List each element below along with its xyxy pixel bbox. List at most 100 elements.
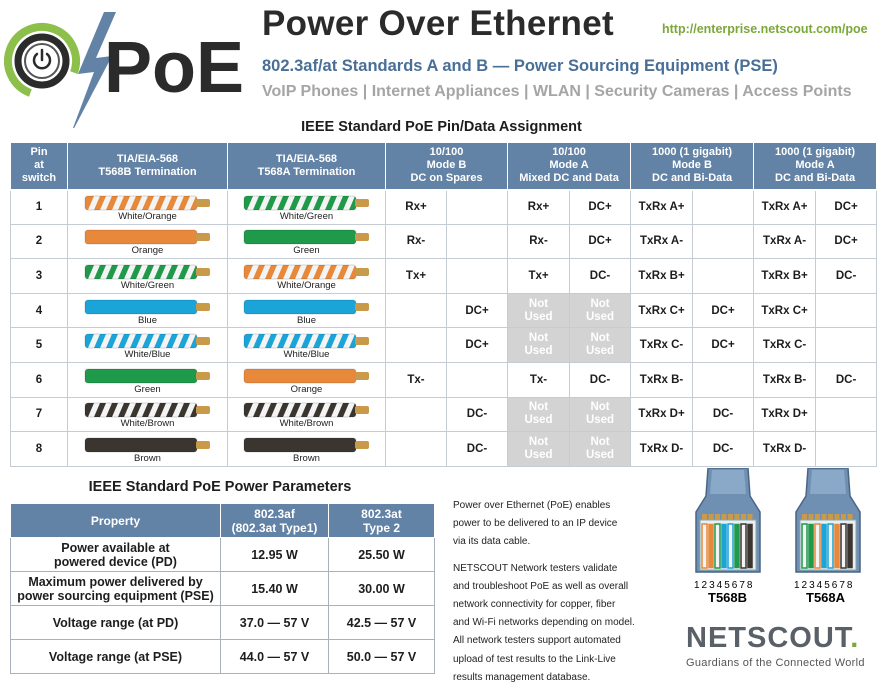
mode-b-100-data: Rx+ [385,189,447,225]
mode-b-100-data [385,327,447,363]
property-name: Voltage range (at PD) [10,605,221,640]
t568a-wire: Brown [227,431,386,467]
connector-label-t568a: T568A [806,590,846,605]
poe-logo: PoE [4,12,244,128]
not-used-cell: Not Used [507,396,571,433]
connector-pin [728,514,733,520]
connector-wire [840,523,847,569]
wire-label: Orange [290,383,323,395]
mode-b-1000-power [692,258,755,294]
table-row: 7 White/Brown White/Brown DC- Not Used Not Us… [10,396,878,433]
wire-icon [84,299,210,315]
description-text: Power over Ethernet (PoE) enables power t… [453,497,678,695]
wire-label: White/Blue [124,349,171,361]
property-name: Maximum power delivered by power sourcing… [10,571,221,606]
mode-b-1000-data: TxRx C+ [630,292,694,329]
mode-b-1000-data: TxRx D- [630,431,694,467]
connector-pin [802,514,807,520]
connector-pin [702,514,707,520]
mode-b-100-power [445,258,509,294]
mode-a-1000-power: DC- [815,258,878,294]
mode-a-1000-data: TxRx D+ [753,396,817,433]
connector-wire [740,523,747,569]
mode-b-1000-power [692,223,755,260]
mode-b-100-data: Rx- [385,223,447,260]
wire-icon [84,333,210,349]
value-802-3at: 30.00 W [328,571,435,606]
website-link[interactable]: http://enterprise.netscout.com/poe [662,22,868,36]
description-paragraph: NETSCOUT Network testers validate and tro… [453,562,635,683]
power-icon [32,48,52,70]
connector-wire [814,523,821,569]
wire-icon [243,195,369,211]
mode-a-1000-power [815,292,878,329]
wire-icon [84,437,210,453]
mode-b-1000-data: TxRx A- [630,223,694,260]
value-802-3af: 37.0 — 57 V [220,605,329,640]
not-used-cell: Not Used [507,327,571,363]
t568b-wire: Orange [67,223,228,260]
header-802-3af: 802.3af (802.3at Type1) [220,503,329,538]
mode-a-1000-power [815,396,878,433]
mode-a-1000-data: TxRx B- [753,361,817,398]
property-name: Voltage range (at PSE) [10,639,221,674]
not-used-cell: Not Used [569,431,632,467]
connector-wire [834,523,840,569]
table-row: Voltage range (at PSE) 44.0 — 57 V 50.0 … [10,639,435,674]
pin-number: 7 [10,396,68,433]
mode-b-100-power [445,189,509,225]
mode-b-100-data: Tx- [385,361,447,398]
t568b-wire: White/Blue [67,327,228,363]
t568a-wire: White/Green [227,189,386,225]
wire-label: White/Brown [279,418,334,430]
mode-b-100-data [385,292,447,329]
mode-a-100-data: Rx- [507,223,571,260]
pin-number: 4 [10,292,68,329]
rj45-connectors-diagram: 12345678 T568B 12345678 T568A [694,468,861,605]
value-802-3af: 44.0 — 57 V [220,639,329,674]
connector-label-t568b: T568B [708,590,747,605]
table-row: Maximum power delivered by power sourcing… [10,571,435,606]
table-row: 8 Brown Brown DC- Not Used Not Used TxRx D- DC-… [10,431,878,467]
t568a-wire: White/Blue [227,327,386,363]
connector-wire [734,523,740,569]
header-property: Property [10,503,221,538]
mode-a-100-power: DC+ [569,223,632,260]
t568a-wire: Blue [227,292,386,329]
table-row: Power available at powered device (PD) 12… [10,537,435,572]
mode-a-100-data: Tx- [507,361,571,398]
header-pin: Pin at switch [10,142,68,191]
brand-tagline: Guardians of the Connected World [686,657,865,669]
wire-icon [243,299,369,315]
wire-label: White/Green [279,211,334,223]
connector-wire [808,523,814,569]
t568b-wire: White/Orange [67,189,228,225]
table-row: 2 Orange Green Rx- Rx- DC+ TxRx A- TxRx A- DC+ [10,223,878,260]
not-used-cell: Not Used [507,431,571,467]
connector-pin [708,514,714,520]
t568b-wire: Brown [67,431,228,467]
wire-label: Green [293,245,320,257]
mode-b-1000-power: DC- [692,396,755,433]
connector-pin [741,514,746,520]
mode-b-1000-power: DC- [692,431,755,467]
mode-b-100-power: DC- [445,431,509,467]
connector-wire [747,523,753,569]
table-row: Voltage range (at PD) 37.0 — 57 V 42.5 —… [10,605,435,640]
mode-b-1000-power [692,189,755,225]
connector-pin [734,514,740,520]
connector-wire [721,523,727,569]
mode-b-100-power [445,223,509,260]
pin-number: 5 [10,327,68,363]
connector-pin [721,514,727,520]
mode-b-1000-power [692,361,755,398]
mode-b-100-data [385,396,447,433]
header-mode-a-1000: 1000 (1 gigabit) Mode A DC and Bi-Data [753,142,878,191]
t568a-wire: White/Orange [227,258,386,294]
mode-b-1000-data: TxRx C- [630,327,694,363]
mode-b-1000-power: DC+ [692,327,755,363]
wire-icon [243,333,369,349]
rj45-connector-t568b: 12345678 T568B [694,468,761,605]
pin-numbers: 12345678 [694,580,755,591]
pin-number: 6 [10,361,68,398]
